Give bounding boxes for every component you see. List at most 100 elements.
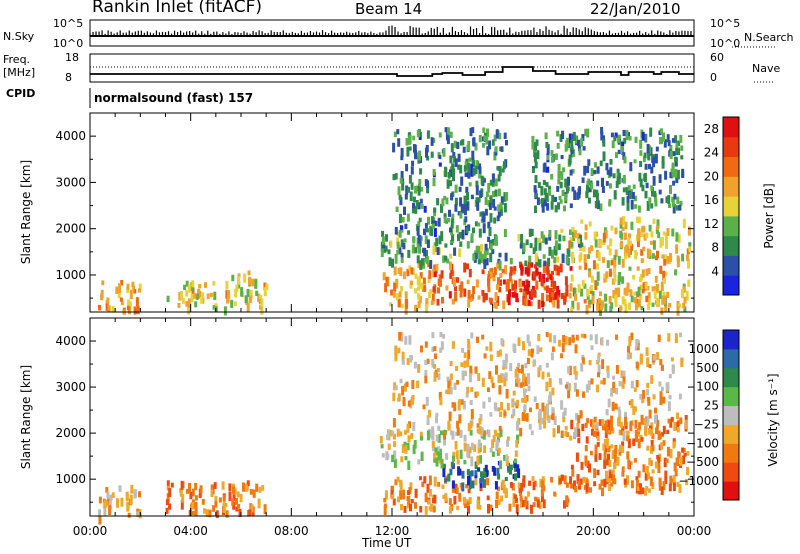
scatter-cell [594,201,598,209]
scatter-cell [399,479,403,487]
scatter-cell [381,236,385,245]
scatter-cell [676,196,680,204]
scatter-cell [647,397,651,406]
scatter-cell [492,198,496,208]
scatter-cell [517,468,521,479]
scatter-cell [416,255,420,264]
scatter-cell [612,375,616,380]
scatter-cell [614,227,618,235]
scatter-cell [424,369,428,378]
scatter-cell [600,178,604,188]
scatter-cell [617,416,621,425]
scatter-cell [474,221,478,227]
scatter-cell [525,413,529,422]
scatter-cell [587,159,591,166]
scatter-cell [487,387,490,393]
scatter-cell [165,507,169,514]
scatter-cell [439,347,443,353]
scatter-cell [382,272,386,281]
scatter-cell [120,497,124,507]
scatter-cell [453,495,457,505]
scatter-cell [667,140,671,147]
scatter-cell [645,295,649,303]
scatter-cell [527,300,531,306]
scatter-cell [265,283,269,291]
scatter-cell [594,454,598,462]
scatter-cell [393,450,397,459]
scatter-cell [647,472,651,480]
scatter-cell [602,139,606,147]
scatter-cell [642,390,646,399]
scatter-cell [428,489,432,497]
scatter-cell [618,410,622,419]
scatter-cell [409,482,413,490]
scatter-cell [426,415,430,426]
scatter-cell [574,293,578,301]
scatter-cell [628,302,632,311]
scatter-cell [520,497,523,508]
scatter-cell [453,402,457,412]
scatter-cell [590,378,594,385]
scatter-cell [671,138,675,143]
scatter-cell [636,339,640,345]
scatter-cell [191,501,194,510]
scatter-cell [496,296,500,306]
scatter-cell [494,302,498,309]
scatter-cell [391,494,395,500]
scatter-cell [425,249,428,260]
scatter-cell [661,254,665,259]
scatter-cell [433,371,437,382]
scatter-cell [502,279,506,285]
scatter-cell [260,298,264,308]
scatter-cell [504,353,508,364]
scatter-cell [606,370,610,379]
scatter-cell [400,252,404,258]
scatter-cell [425,145,429,153]
scatter-cell [524,260,528,267]
scatter-cell [448,261,452,270]
power-colorbar-tick: 16 [704,193,719,207]
scatter-cell [396,241,400,249]
scatter-cell [400,257,404,263]
scatter-cell [560,171,564,181]
scatter-cell [653,291,657,299]
scatter-cell [628,191,632,200]
scatter-cell [463,360,467,368]
cpid-label: CPID [6,87,36,100]
power-colorbar-tick: 28 [704,122,719,136]
scatter-cell [408,135,412,145]
scatter-cell [657,232,661,239]
scatter-cell [459,197,463,207]
scatter-cell [526,286,530,295]
scatter-cell [445,285,449,291]
scatter-cell [548,333,552,343]
scatter-cell [498,349,502,357]
scatter-cell [116,498,119,508]
scatter-cell [129,289,133,300]
scatter-cell [679,134,683,143]
scatter-cell [424,492,428,503]
scatter-cell [252,489,256,498]
scatter-cell [513,344,517,354]
scatter-cell [569,435,573,441]
scatter-cell [628,233,631,239]
scatter-cell [397,347,401,354]
scatter-cell [465,158,469,163]
scatter-cell [565,290,569,297]
scatter-cell [548,189,551,196]
scatter-cell [648,197,652,205]
scatter-cell [550,201,554,210]
scatter-cell [194,508,198,517]
scatter-cell [657,334,661,342]
scatter-cell [107,305,111,313]
scatter-cell [589,450,593,456]
scatter-cell [624,221,628,230]
scatter-cell [384,490,388,500]
scatter-cell [437,434,441,443]
scatter-cell [426,430,430,441]
scatter-cell [413,361,417,369]
scatter-cell [607,398,611,408]
scatter-cell [437,287,440,294]
scatter-cell [130,484,134,494]
scatter-cell [608,475,612,484]
